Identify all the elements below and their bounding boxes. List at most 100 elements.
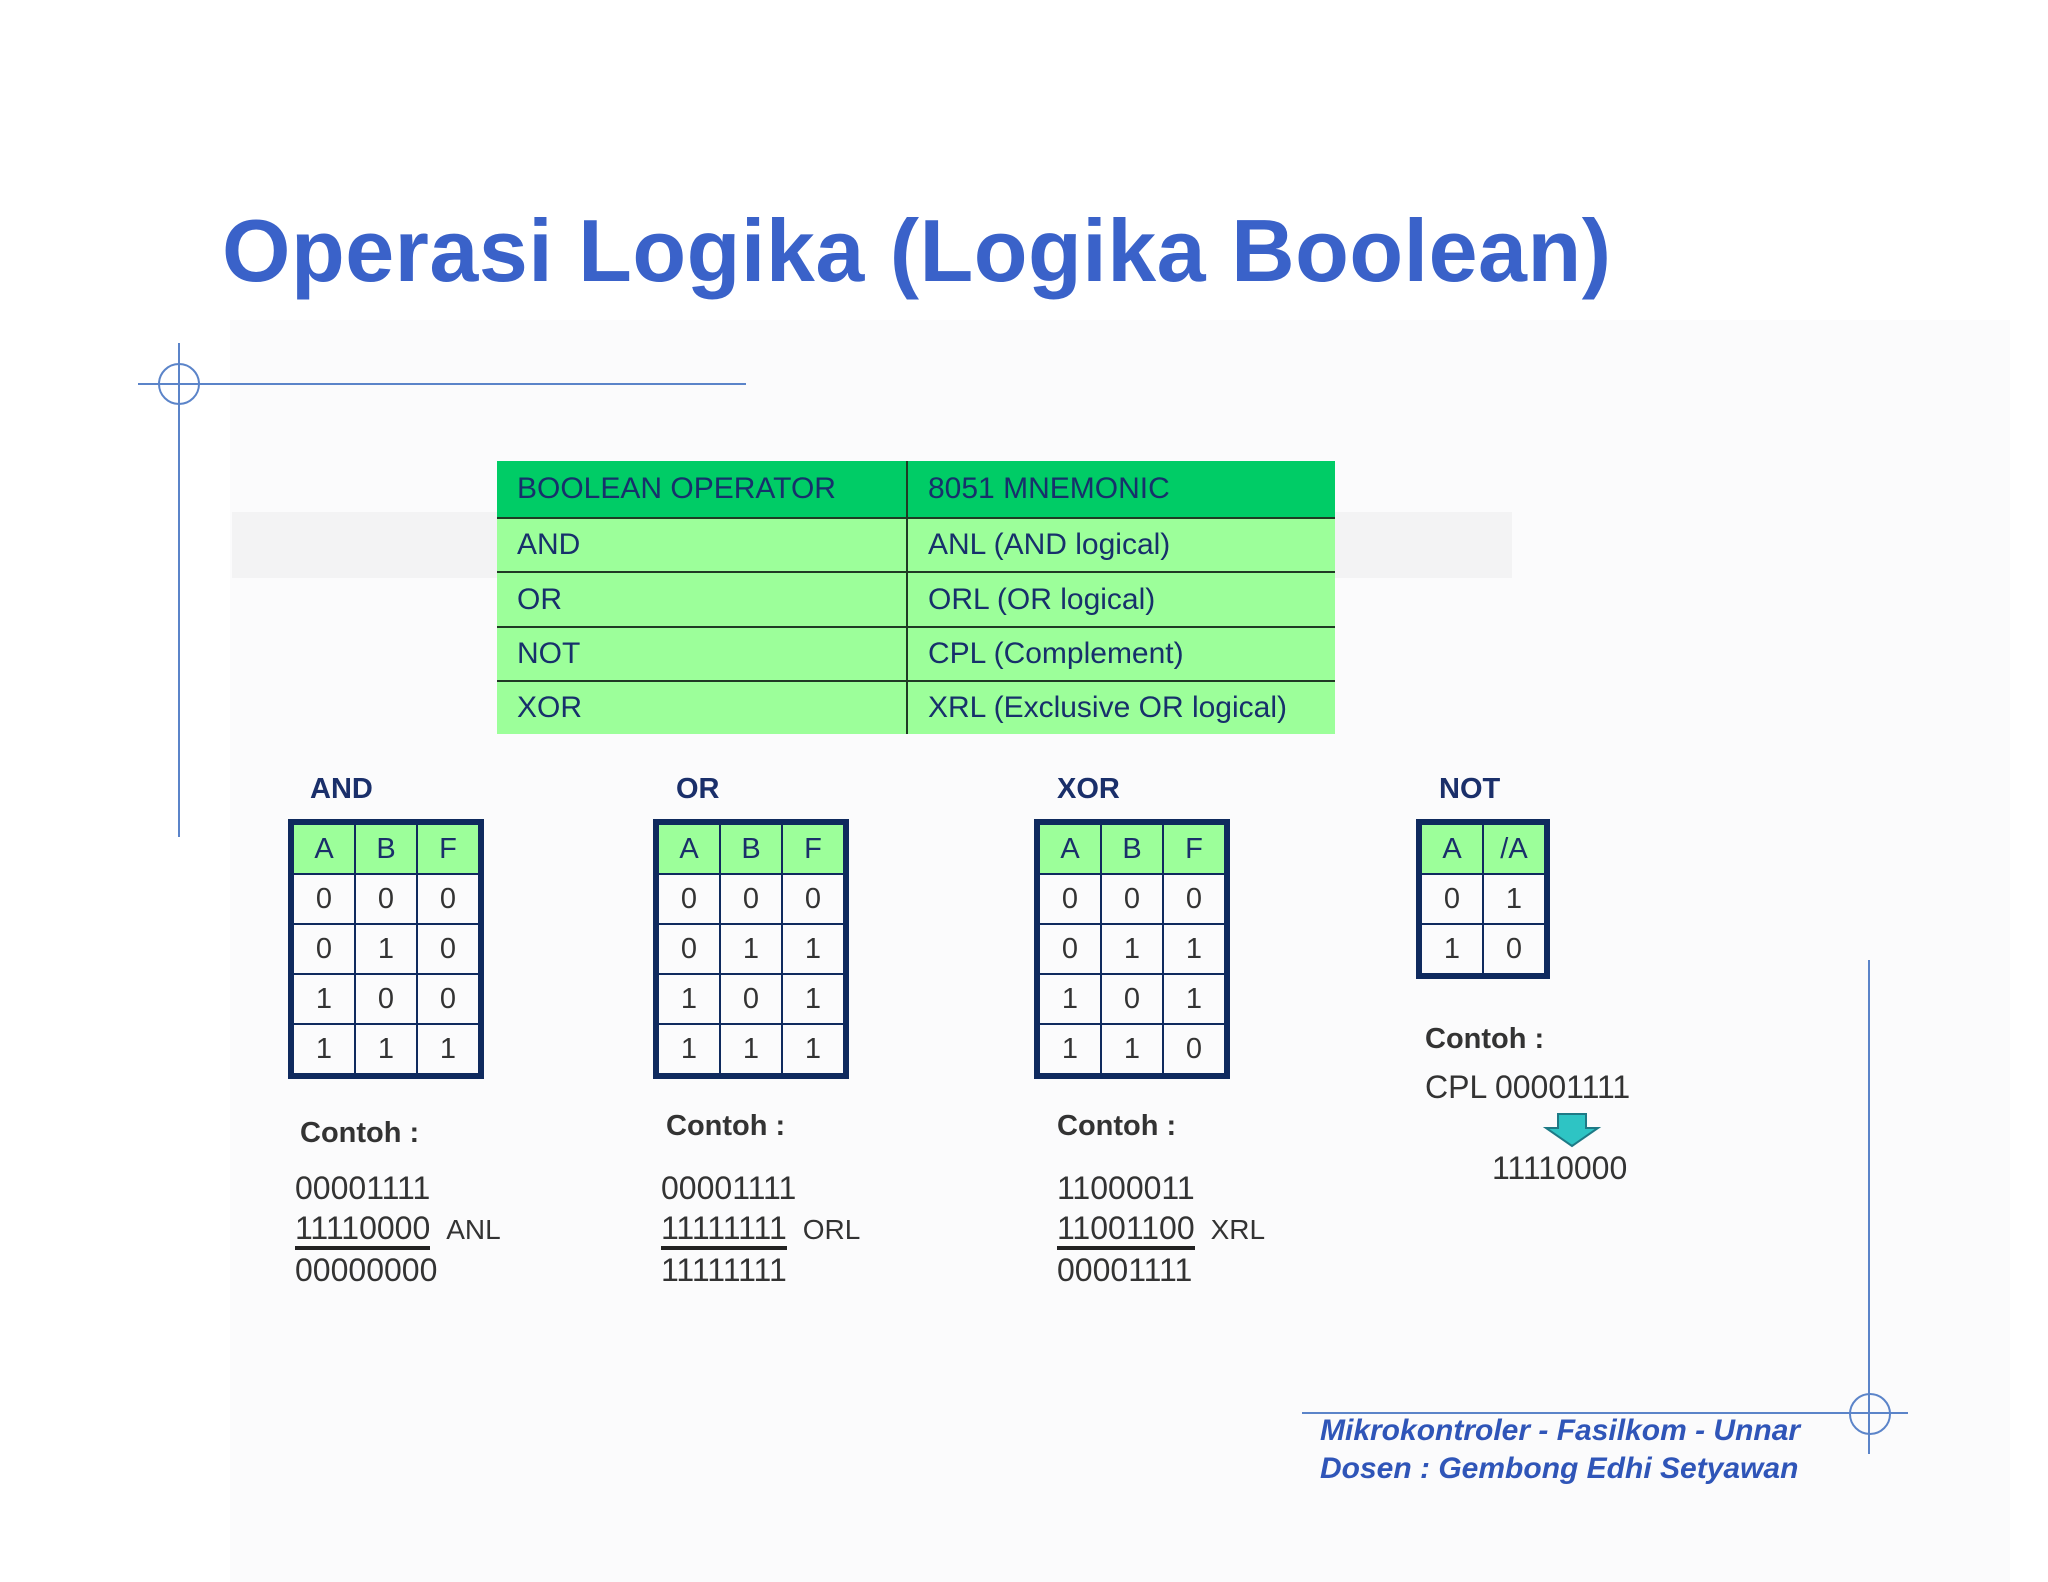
truth-table-cell: 1	[719, 923, 783, 975]
or-truth-table: A B F 0 0 0 0 1 1 1 0 1 1 1 1	[653, 819, 849, 1079]
truth-table-cell: 0	[1100, 973, 1164, 1025]
table-row: XOR XRL (Exclusive OR logical)	[497, 680, 1335, 734]
and-contoh-label: Contoh :	[300, 1117, 420, 1149]
table-row: AND ANL (AND logical)	[497, 516, 1335, 574]
truth-table-cell: 1	[354, 1023, 418, 1077]
truth-table-cell: 0	[1036, 873, 1102, 925]
truth-table-cell: 0	[290, 873, 356, 925]
footer: Mikrokontroler - Fasilkom - Unnar Dosen …	[1320, 1412, 1800, 1488]
table-cell: CPL (Complement)	[906, 625, 1335, 683]
truth-table-header-row: A /A	[1418, 821, 1548, 875]
top-left-crosshair-circle	[158, 363, 200, 405]
truth-table-cell: 1	[416, 1023, 482, 1077]
truth-table-row: 0 1 1	[1036, 923, 1228, 975]
table-cell: XOR	[497, 680, 907, 734]
table-row: OR ORL (OR logical)	[497, 571, 1335, 628]
and-example-op: ANL	[446, 1214, 501, 1245]
truth-table-cell: B	[719, 821, 783, 875]
truth-table-cell: 0	[1418, 873, 1484, 925]
arrow-down-icon	[1542, 1113, 1602, 1148]
truth-table-cell: 0	[1162, 873, 1228, 925]
table-row: NOT CPL (Complement)	[497, 625, 1335, 683]
table-cell: ANL (AND logical)	[906, 516, 1335, 574]
truth-table-row: 1 0 1	[655, 973, 847, 1025]
or-example-op: ORL	[802, 1214, 861, 1245]
or-example-result: 11111111	[661, 1252, 787, 1288]
truth-table-row: 0 1 0	[290, 923, 482, 975]
top-left-horizontal-line	[138, 383, 746, 385]
truth-table-cell: 0	[1100, 873, 1164, 925]
truth-table-row: 0 1 1	[655, 923, 847, 975]
truth-table-cell: A	[1036, 821, 1102, 875]
page-title: Operasi Logika (Logika Boolean)	[222, 201, 1612, 300]
truth-table-cell: 1	[1162, 923, 1228, 975]
truth-table-row: 1 1 1	[290, 1023, 482, 1077]
truth-table-cell: F	[416, 821, 482, 875]
truth-table-cell: 1	[781, 923, 847, 975]
truth-table-cell: 0	[655, 873, 721, 925]
truth-table-cell: 0	[416, 923, 482, 975]
truth-table-row: 1 0 0	[290, 973, 482, 1025]
or-example-operand-2: 11111111	[661, 1210, 787, 1250]
truth-table-cell: 1	[1100, 923, 1164, 975]
truth-table-cell: 0	[416, 973, 482, 1025]
top-left-vertical-line	[178, 343, 180, 837]
xor-example-result: 00001111	[1057, 1252, 1193, 1288]
truth-table-cell: 0	[1162, 1023, 1228, 1077]
xor-example-operand-2: 11001100	[1057, 1210, 1195, 1250]
xor-example-operand-1: 11000011	[1057, 1170, 1195, 1206]
table-cell: NOT	[497, 625, 907, 683]
or-section-label: OR	[676, 773, 720, 805]
truth-table-cell: 0	[1036, 923, 1102, 975]
not-section-label: NOT	[1439, 773, 1501, 805]
table-header-row: BOOLEAN OPERATOR 8051 MNEMONIC	[497, 461, 1335, 519]
truth-table-cell: 1	[781, 973, 847, 1025]
or-example: 00001111 11111111 ORL 11111111	[661, 1168, 860, 1290]
xor-example: 11000011 11001100 XRL 00001111	[1057, 1168, 1265, 1290]
truth-table-row: 0 1	[1418, 873, 1548, 925]
and-truth-table: A B F 0 0 0 0 1 0 1 0 0 1 1 1	[288, 819, 484, 1079]
table-cell: AND	[497, 516, 907, 574]
footer-course: Mikrokontroler - Fasilkom - Unnar	[1320, 1414, 1801, 1447]
truth-table-cell: 0	[781, 873, 847, 925]
and-example: 00001111 11110000 ANL 00000000	[295, 1168, 501, 1290]
truth-table-cell: 0	[354, 973, 418, 1025]
and-example-operand-2: 11110000	[295, 1210, 431, 1250]
xor-section-label: XOR	[1057, 773, 1120, 805]
truth-table-header-row: A B F	[290, 821, 482, 875]
xor-example-op: XRL	[1210, 1214, 1266, 1245]
not-example-input: CPL 00001111	[1425, 1069, 1631, 1105]
mnemonic-table: BOOLEAN OPERATOR 8051 MNEMONIC AND ANL (…	[497, 461, 1335, 734]
truth-table-cell: 1	[1162, 973, 1228, 1025]
truth-table-cell: 1	[655, 973, 721, 1025]
truth-table-cell: 0	[719, 873, 783, 925]
truth-table-cell: A	[1418, 821, 1484, 875]
truth-table-cell: B	[354, 821, 418, 875]
truth-table-cell: 1	[1100, 1023, 1164, 1077]
and-section-label: AND	[310, 773, 373, 805]
table-cell: ORL (OR logical)	[906, 571, 1335, 628]
truth-table-cell: 1	[290, 973, 356, 1025]
header-boolean-operator: BOOLEAN OPERATOR	[497, 461, 907, 519]
table-cell: OR	[497, 571, 907, 628]
header-8051-mnemonic: 8051 MNEMONIC	[906, 461, 1335, 519]
truth-table-cell: /A	[1482, 821, 1548, 875]
not-truth-table: A /A 0 1 1 0	[1416, 819, 1550, 979]
footer-lecturer: Dosen : Gembong Edhi Setyawan	[1320, 1452, 1799, 1485]
truth-table-header-row: A B F	[1036, 821, 1228, 875]
or-example-operand-1: 00001111	[661, 1170, 797, 1206]
truth-table-cell: F	[1162, 821, 1228, 875]
truth-table-cell: 1	[781, 1023, 847, 1077]
truth-table-row: 0 0 0	[1036, 873, 1228, 925]
truth-table-row: 1 1 1	[655, 1023, 847, 1077]
truth-table-cell: A	[290, 821, 356, 875]
truth-table-row: 0 0 0	[655, 873, 847, 925]
truth-table-cell: 1	[1418, 923, 1484, 977]
truth-table-cell: 1	[1482, 873, 1548, 925]
truth-table-cell: 1	[1036, 973, 1102, 1025]
truth-table-cell: 0	[354, 873, 418, 925]
truth-table-header-row: A B F	[655, 821, 847, 875]
not-example-result: 11110000	[1492, 1150, 1628, 1186]
bottom-right-crosshair-circle	[1849, 1393, 1891, 1435]
truth-table-cell: B	[1100, 821, 1164, 875]
